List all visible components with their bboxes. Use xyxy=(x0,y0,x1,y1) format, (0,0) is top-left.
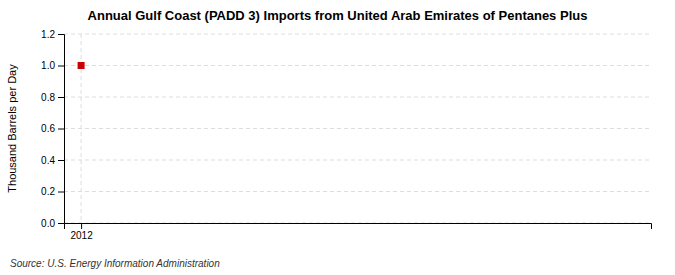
y-tick-mark xyxy=(58,160,64,161)
y-axis: 0.0 0.2 0.4 0.6 0.8 1.0 1.2 xyxy=(41,29,64,229)
title: Annual Gulf Coast (PADD 3) Imports from … xyxy=(88,8,588,23)
y-axis-title: Thousand Barrels per Day xyxy=(6,64,18,193)
y-tick-label: 0.6 xyxy=(41,123,55,134)
y-tick-label: 0.0 xyxy=(41,218,55,229)
grid xyxy=(64,34,651,223)
grid-line xyxy=(64,160,651,161)
y-tick: 1.0 xyxy=(41,60,64,71)
x-tick-label: 2012 xyxy=(70,230,93,241)
y-tick: 0.0 xyxy=(41,218,64,229)
grid-line xyxy=(64,97,651,98)
x-axis-line xyxy=(65,224,652,230)
grid-line xyxy=(64,191,651,192)
y-tick-label: 1.0 xyxy=(41,60,55,71)
grid-line xyxy=(64,128,651,129)
x-tick-mark xyxy=(81,223,82,229)
annotation: Source: U.S. Energy Information Administ… xyxy=(10,258,220,269)
y-tick: 0.2 xyxy=(41,186,64,197)
grid-line xyxy=(64,65,651,66)
points xyxy=(78,62,85,69)
y-tick-mark xyxy=(58,66,64,67)
point xyxy=(78,62,85,69)
y-tick-label: 0.8 xyxy=(41,92,55,103)
y-tick-mark xyxy=(58,34,64,35)
y-tick-label: 0.4 xyxy=(41,155,55,166)
y-tick-mark xyxy=(58,97,64,98)
y-tick-label: 1.2 xyxy=(41,29,55,40)
y-axis-line xyxy=(58,35,65,224)
x-axis: 2012 xyxy=(65,223,652,241)
y-tick-mark xyxy=(58,223,64,224)
y-tick: 0.4 xyxy=(41,155,64,166)
y-tick-mark xyxy=(58,129,64,130)
x-tick: 2012 xyxy=(70,223,93,241)
y-tick-label: 0.2 xyxy=(41,186,55,197)
y-tick: 0.8 xyxy=(41,92,64,103)
y-tick: 1.2 xyxy=(41,29,64,40)
y-tick: 0.6 xyxy=(41,123,64,134)
chart: 2012 0.0 0.2 0.4 0.6 0.8 1.0 1.2 Annual Gulf Coa… xyxy=(0,0,675,275)
plot-area: 2012 0.0 0.2 0.4 0.6 0.8 1.0 1.2 xyxy=(41,29,651,241)
y-tick-mark xyxy=(58,192,64,193)
grid-line xyxy=(64,34,651,35)
